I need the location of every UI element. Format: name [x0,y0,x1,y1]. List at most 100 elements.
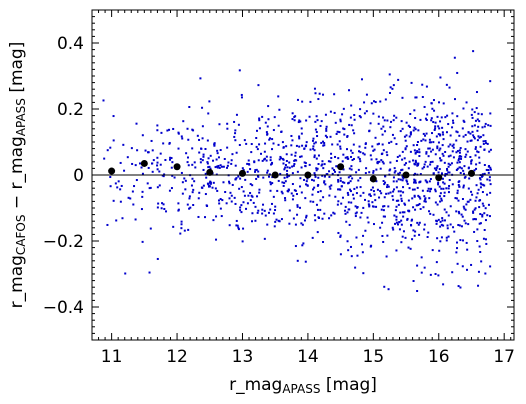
scatter-point [267,118,270,121]
scatter-point [170,157,173,160]
scatter-point [456,241,459,244]
scatter-point [398,221,401,224]
scatter-point [366,216,369,219]
scatter-point [424,179,427,182]
scatter-point [475,184,478,187]
scatter-point [355,192,358,195]
scatter-point [219,149,222,152]
scatter-point [214,166,217,169]
scatter-point [156,124,159,127]
scatter-point [452,226,455,229]
scatter-point [427,147,430,150]
scatter-point [442,138,445,141]
scatter-point [385,151,388,154]
scatter-point [480,260,483,263]
scatter-point [292,217,295,220]
scatter-point [325,127,328,130]
scatter-point [472,134,475,137]
scatter-point [256,211,259,214]
scatter-point [489,183,492,186]
scatter-point [426,113,429,116]
scatter-point [304,197,307,200]
scatter-point [293,189,296,192]
scatter-point [482,142,485,145]
scatter-point [347,201,350,204]
scatter-point [416,186,419,189]
scatter-point [405,179,408,182]
scatter-point [133,185,136,188]
scatter-point [237,228,240,231]
scatter-point [432,172,435,175]
scatter-point [415,96,418,99]
scatter-point [381,133,384,136]
scatter-point [473,230,476,233]
scatter-point [481,173,484,176]
scatter-point [336,143,339,146]
scatter-point [425,180,428,183]
scatter-point [258,119,261,122]
scatter-point [480,183,483,186]
scatter-point [358,157,361,160]
scatter-point [455,251,458,254]
scatter-point [361,251,364,254]
scatter-point [472,211,475,214]
y-axis-label: r_magCAFOS − r_magAPASS [mag] [7,42,28,309]
scatter-point [457,180,460,183]
scatter-point [204,193,207,196]
scatter-point [192,129,195,132]
scatter-point [434,201,437,204]
scatter-point [448,171,451,174]
scatter-point [323,163,326,166]
scatter-point [470,160,473,163]
scatter-point [349,116,352,119]
scatter-point [447,214,450,217]
scatter-point [191,191,194,194]
scatter-point [477,125,480,128]
scatter-point [458,151,461,154]
scatter-point [200,186,203,189]
scatter-point [263,209,266,212]
scatter-point [426,236,429,239]
scatter-point [400,219,403,222]
scatter-point [320,120,323,123]
scatter-point [431,132,434,135]
scatter-point [147,166,150,169]
scatter-point [370,158,373,161]
scatter-point [299,120,302,123]
scatter-point [341,113,344,116]
scatter-point [383,205,386,208]
scatter-point [376,162,379,165]
scatter-point [334,155,337,158]
scatter-point [146,182,149,185]
scatter-point [408,160,411,163]
scatter-point [189,206,192,209]
scatter-point [314,92,317,95]
scatter-point [293,163,296,166]
scatter-point [177,147,180,150]
scatter-point [266,171,269,174]
scatter-point [183,177,186,180]
scatter-point [435,219,438,222]
scatter-point [386,119,389,122]
scatter-point [369,122,372,125]
scatter-point [456,71,459,74]
scatter-point [162,175,165,178]
scatter-point [478,136,481,139]
scatter-point [177,132,180,135]
scatter-point [355,171,358,174]
scatter-point [424,200,427,203]
scatter-point [434,273,437,276]
scatter-point [410,81,413,84]
scatter-point [402,186,405,189]
scatter-point [446,114,449,117]
scatter-point [484,272,487,275]
scatter-point [430,102,433,105]
scatter-point [463,207,466,210]
scatter-point [213,143,216,146]
scatter-point [328,175,331,178]
scatter-point [447,171,450,174]
scatter-point [420,271,423,274]
scatter-point [409,112,412,115]
scatter-point [231,153,234,156]
scatter-point [379,100,382,103]
